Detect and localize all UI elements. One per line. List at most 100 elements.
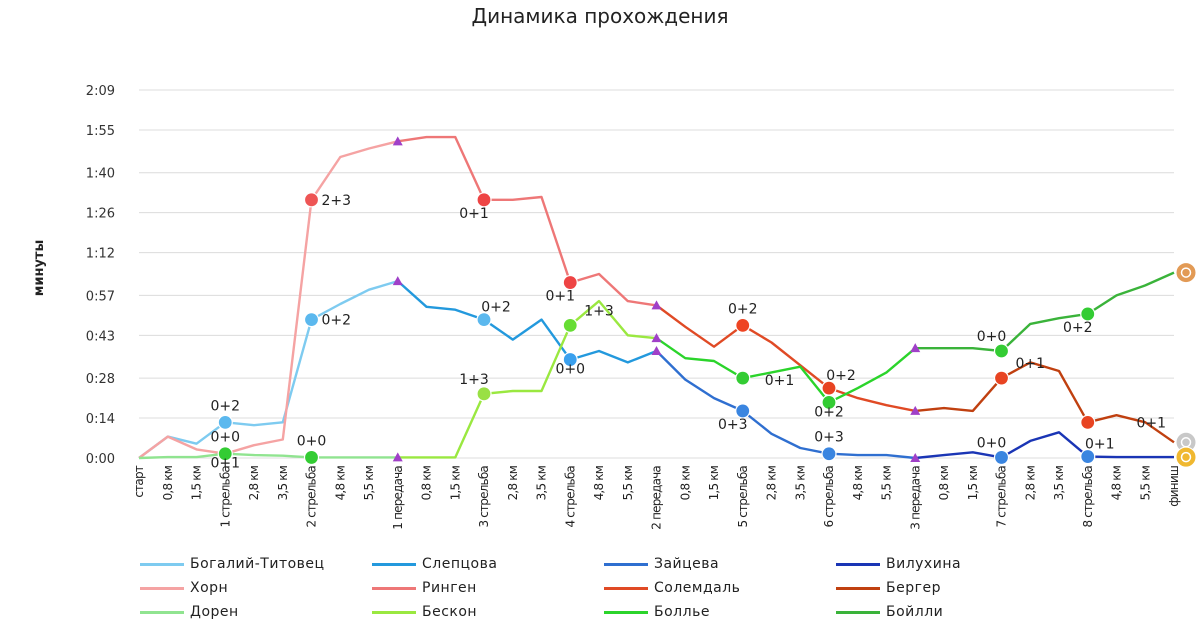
shooting-annotation: 0+1: [1137, 415, 1167, 431]
shooting-marker: [303, 192, 320, 208]
legend-label: Ринген: [422, 580, 477, 596]
chart-title: Динамика прохождения: [471, 4, 729, 28]
shooting-marker: [821, 394, 837, 410]
shooting-annotation: 0+2: [814, 404, 844, 420]
x-tick-label: 2,8 км: [247, 466, 261, 500]
legend-swatch: [140, 562, 184, 566]
shooting-marker: [993, 370, 1010, 386]
shooting-annotation: 0+1: [210, 456, 240, 472]
shooting-marker: [735, 317, 751, 333]
shooting-annotation: 0+1: [1085, 437, 1115, 453]
shooting-annotation: 0+1: [1016, 356, 1046, 372]
x-tick-label: 3,5 км: [535, 466, 549, 500]
legend-swatch: [836, 562, 880, 566]
legend-label: Дорен: [190, 604, 239, 620]
legend-label: Зайцева: [654, 556, 720, 572]
handoff-marker: [910, 343, 921, 353]
x-tick-label: 4,8 км: [1110, 466, 1124, 500]
y-tick-label: 0:43: [86, 329, 115, 344]
x-tick-label: 5,5 км: [1138, 466, 1152, 500]
shooting-marker: [1080, 448, 1096, 465]
legend-swatch: [140, 586, 184, 590]
y-axis-label: минуты: [32, 240, 47, 296]
y-tick-label: 1:55: [86, 124, 115, 139]
shooting-annotation: 0+1: [545, 289, 575, 305]
shooting-marker: [217, 446, 233, 462]
legend-label: Бойлли: [886, 604, 944, 620]
shooting-annotation: 0+1: [459, 206, 489, 222]
x-tick-label: 0,8 км: [937, 466, 951, 500]
legend-item: Ринген: [372, 578, 477, 598]
legend-label: Хорн: [190, 580, 229, 596]
x-tick-label: 3,5 км: [793, 466, 807, 500]
x-tick-label: 5,5 км: [880, 466, 894, 500]
shooting-annotation: 0+0: [210, 430, 240, 446]
shooting-annotation: 0+0: [977, 329, 1007, 345]
x-tick-label: 5 стрельба: [736, 466, 750, 528]
legend-item: Бескон: [372, 602, 477, 622]
shooting-marker: [303, 312, 320, 328]
handoff-marker: [392, 452, 403, 462]
x-tick-label: 2,8 км: [506, 466, 520, 500]
legend-label: Солемдаль: [654, 580, 741, 596]
y-tick-label: 1:26: [86, 207, 115, 222]
y-tick-label: 0:14: [86, 412, 115, 427]
x-tick-label: 2 передача: [650, 466, 664, 530]
series-line: [915, 271, 1175, 353]
y-tick-label: 0:28: [86, 372, 115, 387]
shooting-marker: [562, 274, 578, 291]
shooting-annotation: 0+2: [728, 301, 758, 317]
handoff-marker: [651, 346, 662, 356]
legend-swatch: [372, 610, 416, 614]
x-tick-label: 1,5 км: [966, 466, 980, 500]
shooting-annotation: 0+2: [481, 300, 511, 316]
bronze-medal-icon: [1175, 262, 1197, 284]
shooting-annotation: 0+2: [322, 313, 352, 329]
shooting-annotation: 1+3: [584, 303, 614, 319]
shooting-marker: [735, 403, 751, 419]
legend-swatch: [836, 610, 880, 614]
shooting-annotation: 0+0: [977, 435, 1007, 451]
legend-swatch: [604, 562, 648, 566]
shooting-marker: [993, 343, 1010, 359]
shooting-annotation: 0+3: [814, 430, 844, 446]
legend-label: Бергер: [886, 580, 941, 596]
series-line: [138, 452, 398, 460]
shooting-annotation: 0+2: [1063, 320, 1093, 336]
x-tick-label: 0,8 км: [420, 466, 434, 500]
handoff-marker: [910, 405, 921, 415]
legend-swatch: [836, 586, 880, 590]
legend-label: Бескон: [422, 604, 478, 620]
shooting-marker: [735, 370, 751, 386]
shooting-annotation: 0+1: [765, 373, 795, 389]
x-tick-label: 0,8 км: [678, 466, 692, 500]
legend-label: Слепцова: [422, 556, 498, 572]
shooting-marker: [562, 351, 578, 368]
series-line: [397, 135, 657, 307]
x-tick-label: 3,5 км: [276, 466, 290, 500]
x-tick-label: 2,8 км: [1023, 466, 1037, 500]
series-line: [138, 140, 399, 459]
shooting-marker: [476, 192, 492, 208]
y-tick-label: 2:09: [86, 84, 115, 99]
legend-item: Богалий-Титовец: [140, 554, 325, 574]
handoff-marker: [910, 453, 921, 462]
handoff-marker: [651, 300, 662, 310]
x-tick-label: 1 стрельба: [218, 466, 232, 528]
shooting-marker: [476, 312, 492, 328]
legend-swatch: [140, 610, 184, 614]
series-line: [397, 299, 657, 459]
gold-medal-icon: [1175, 446, 1197, 468]
x-tick-label: 7 стрельба: [995, 466, 1009, 528]
x-tick-label: 1,5 км: [707, 466, 721, 500]
shooting-marker: [993, 449, 1010, 466]
legend-item: Болльe: [604, 602, 710, 622]
x-tick-label: 6 стрельба: [822, 466, 836, 528]
shooting-annotation: 0+0: [555, 362, 585, 378]
x-tick-label: 4,8 км: [333, 466, 347, 500]
x-tick-label: 8 стрельба: [1081, 466, 1095, 528]
shooting-marker: [303, 449, 320, 466]
shooting-marker: [476, 386, 492, 402]
x-tick-label: старт: [132, 465, 146, 497]
